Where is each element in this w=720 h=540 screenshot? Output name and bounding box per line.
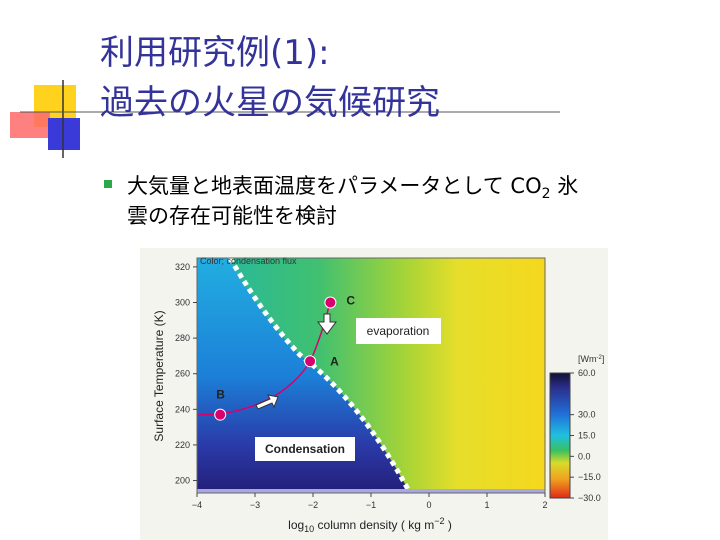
colorbar: [549, 372, 571, 499]
text: ): [445, 518, 452, 532]
superscript: -2: [597, 355, 603, 361]
decoration: [10, 80, 560, 188]
y-tick-label: 320: [175, 262, 190, 272]
region-label: evaporation: [367, 324, 430, 338]
point-label: C: [346, 294, 355, 308]
title: 利用研究例(1):: [100, 33, 330, 73]
text: ]: [602, 354, 605, 364]
colorbar-tick-label: −15.0: [578, 472, 601, 482]
text: 氷: [551, 174, 579, 198]
x-axis-label: log10 column density ( kg m−2 ): [288, 516, 452, 534]
colorbar-tick-label: 15.0: [578, 431, 596, 441]
subscript: 2: [542, 186, 551, 202]
y-tick-label: 260: [175, 369, 190, 379]
y-tick-label: 200: [175, 476, 190, 486]
title: 過去の火星の気候研究: [100, 83, 440, 123]
x-tick-label: −4: [192, 500, 202, 510]
point-label: B: [216, 388, 225, 402]
x-tick-label: −3: [250, 500, 260, 510]
y-tick-label: 280: [175, 333, 190, 343]
text: [Wm: [578, 354, 597, 364]
region-label: Condensation: [265, 442, 345, 456]
x-tick-label: 1: [484, 500, 489, 510]
point-label: A: [330, 354, 339, 368]
colorbar-tick-label: 30.0: [578, 410, 596, 420]
y-axis-label: Surface Temperature (K): [152, 310, 166, 441]
text: column density ( kg m: [314, 518, 434, 532]
label-box: [255, 437, 355, 461]
point: [304, 355, 317, 368]
y-tick-label: 300: [175, 298, 190, 308]
point: [214, 408, 227, 421]
subscript: 10: [304, 524, 314, 534]
colorbar-unit: [Wm-2]: [578, 354, 604, 364]
colorbar-tick-label: 0.0: [578, 451, 591, 461]
y-tick-label: 240: [175, 404, 190, 414]
label-box: [356, 318, 441, 344]
text: log: [288, 518, 304, 532]
x-tick-label: 0: [426, 500, 431, 510]
colorbar-tick-label: 60.0: [578, 368, 596, 378]
x-tick-label: 2: [542, 500, 547, 510]
x-tick-label: −1: [366, 500, 376, 510]
colorbar-tick-label: −30.0: [578, 493, 601, 503]
text: 大気量と地表面温度をパラメータとして CO: [127, 174, 542, 198]
bullet-text: 大気量と地表面温度をパラメータとして CO2 氷: [127, 174, 578, 202]
bullet-text: 雲の存在可能性を検討: [127, 204, 337, 228]
x-tick-label: −2: [308, 500, 318, 510]
y-tick-label: 220: [175, 440, 190, 450]
superscript: −2: [434, 516, 444, 526]
heatmap: [197, 258, 545, 493]
color-note: Color; condensation flux: [200, 256, 297, 266]
point: [324, 296, 337, 309]
